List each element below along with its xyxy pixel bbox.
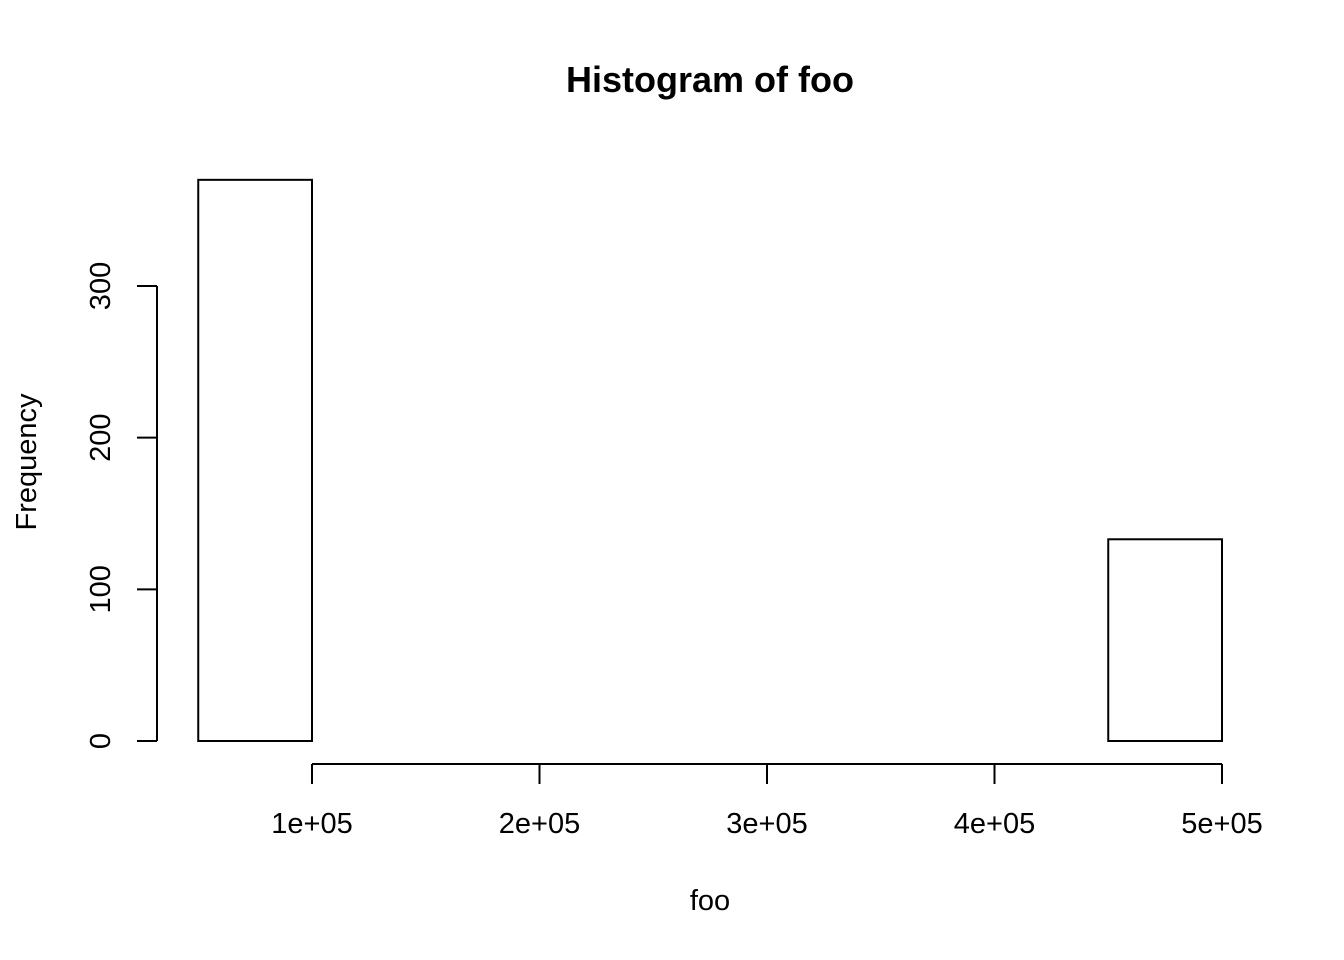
x-tick-label: 2e+05 bbox=[499, 808, 580, 840]
x-axis: 1e+05 2e+05 3e+05 4e+05 5e+05 bbox=[271, 763, 1263, 840]
x-tick-label: 3e+05 bbox=[726, 808, 807, 840]
y-tick-label: 200 bbox=[85, 413, 117, 461]
histogram-bar bbox=[1107, 538, 1223, 742]
y-tick-label: 100 bbox=[85, 565, 117, 613]
x-tick-label: 5e+05 bbox=[1181, 808, 1262, 840]
x-tick-label: 4e+05 bbox=[954, 808, 1035, 840]
x-tick-label: 1e+05 bbox=[271, 808, 352, 840]
bars-group bbox=[197, 178, 1223, 743]
y-tick-label: 300 bbox=[85, 262, 117, 310]
chart-title: Histogram of foo bbox=[566, 59, 854, 100]
y-axis: 0 100 200 300 bbox=[85, 262, 158, 749]
y-axis-label: Frequency bbox=[11, 393, 43, 531]
x-axis-label: foo bbox=[690, 885, 730, 917]
y-tick-label: 0 bbox=[85, 733, 117, 749]
histogram-bar bbox=[197, 178, 313, 743]
